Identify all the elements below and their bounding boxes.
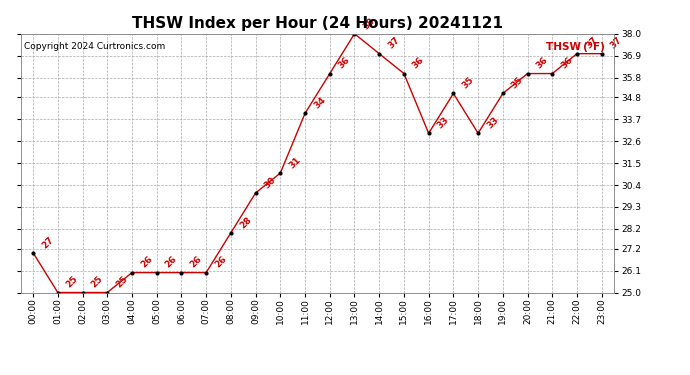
Text: 26: 26 bbox=[164, 255, 179, 270]
Text: 25: 25 bbox=[114, 274, 130, 290]
Text: 37: 37 bbox=[584, 36, 599, 51]
Text: 38: 38 bbox=[362, 16, 377, 31]
Text: 35: 35 bbox=[510, 75, 525, 91]
Text: 36: 36 bbox=[337, 56, 352, 71]
Text: 36: 36 bbox=[411, 56, 426, 71]
Text: 27: 27 bbox=[40, 235, 55, 250]
Text: 36: 36 bbox=[535, 56, 550, 71]
Text: 34: 34 bbox=[312, 95, 327, 111]
Text: 26: 26 bbox=[213, 255, 228, 270]
Text: 31: 31 bbox=[287, 155, 302, 170]
Text: 33: 33 bbox=[435, 115, 451, 130]
Text: 26: 26 bbox=[188, 255, 204, 270]
Text: 35: 35 bbox=[460, 75, 475, 91]
Text: THSW (°F): THSW (°F) bbox=[546, 42, 605, 52]
Text: 33: 33 bbox=[485, 115, 500, 130]
Text: 30: 30 bbox=[262, 175, 277, 190]
Text: 25: 25 bbox=[90, 274, 105, 290]
Title: THSW Index per Hour (24 Hours) 20241121: THSW Index per Hour (24 Hours) 20241121 bbox=[132, 16, 503, 31]
Text: 25: 25 bbox=[65, 274, 80, 290]
Text: 26: 26 bbox=[139, 255, 154, 270]
Text: 37: 37 bbox=[386, 36, 402, 51]
Text: 36: 36 bbox=[559, 56, 575, 71]
Text: Copyright 2024 Curtronics.com: Copyright 2024 Curtronics.com bbox=[23, 42, 165, 51]
Text: 28: 28 bbox=[238, 215, 253, 230]
Text: 37: 37 bbox=[609, 36, 624, 51]
